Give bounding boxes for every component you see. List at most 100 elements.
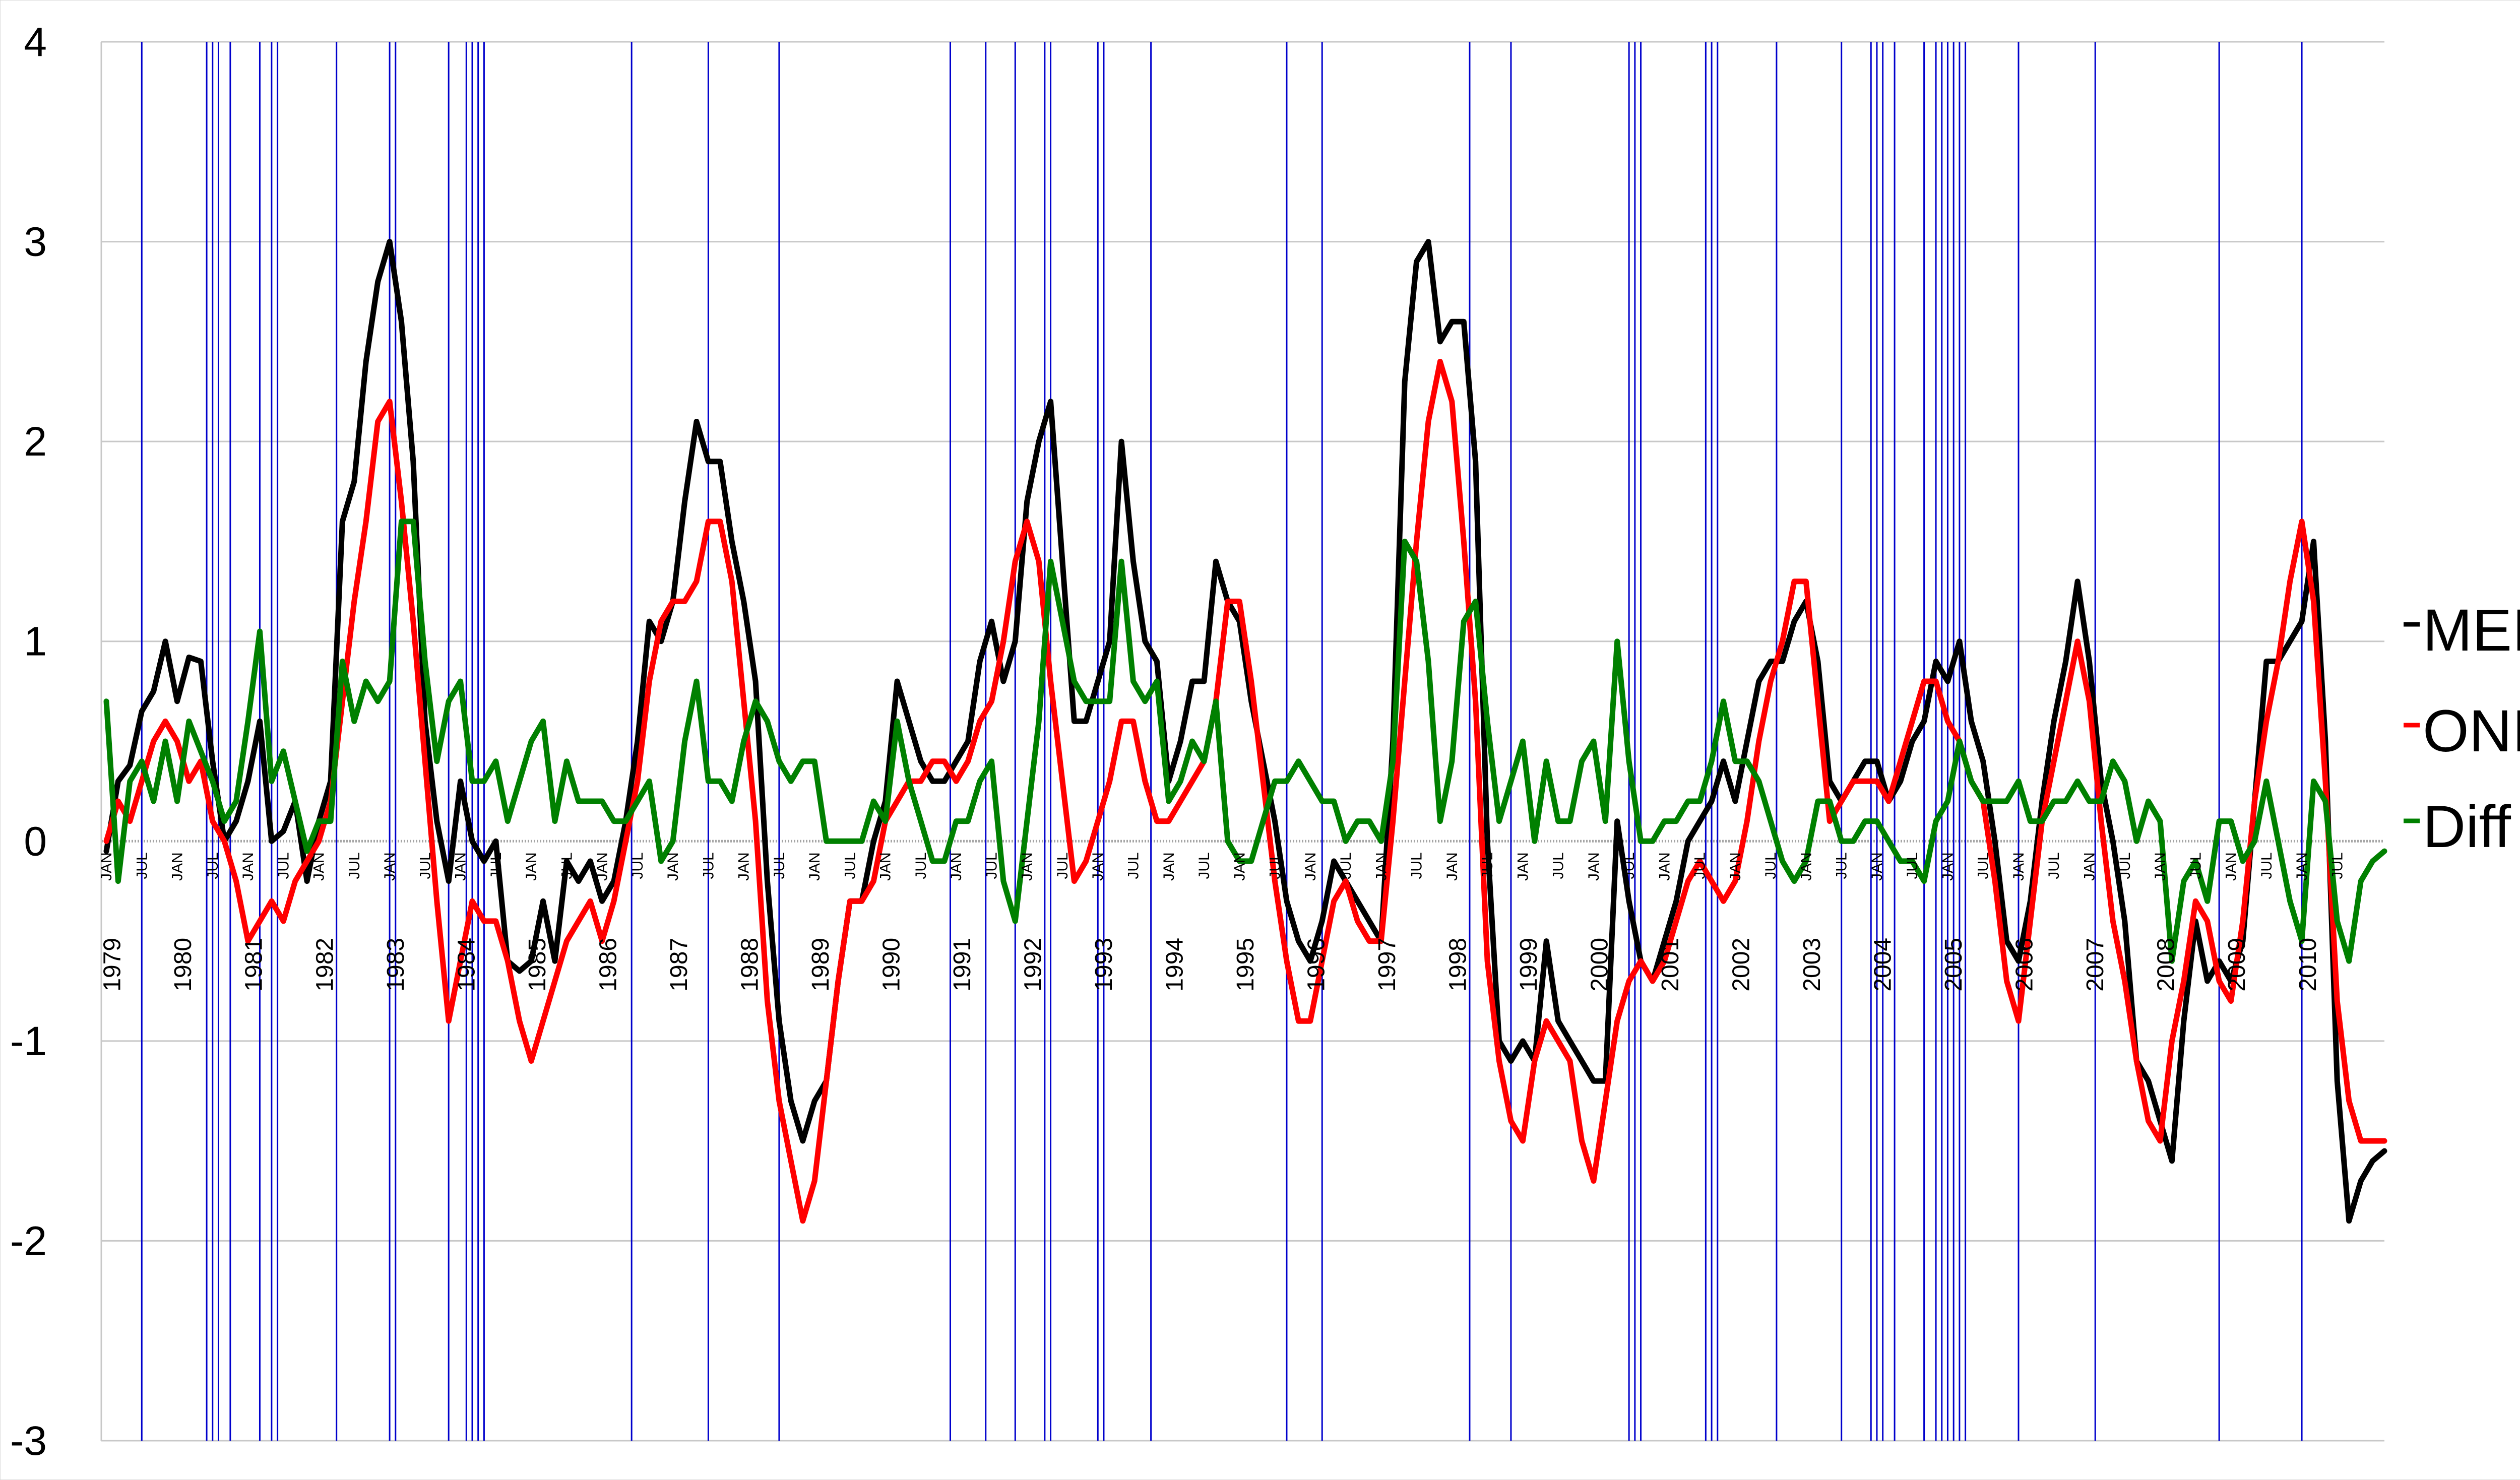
x-tick-month: JUL	[771, 852, 788, 879]
x-tick-year: 2004	[1870, 938, 1897, 992]
x-tick-month: JUL	[1621, 852, 1637, 879]
x-tick-month: JAN	[1302, 852, 1319, 881]
x-tick-month: JUL	[134, 852, 150, 879]
x-axis-ticks: JAN JUL 1979 JAN JUL 1980 JAN JUL 1981 JAN JUL 1982…	[98, 852, 2346, 991]
x-tick-month: JAN	[523, 852, 540, 881]
x-tick-month: JAN	[1161, 852, 1177, 881]
x-tick-month: JUL	[1338, 852, 1354, 879]
x-tick-year: 1988	[736, 938, 763, 992]
y-tick-label: 1	[24, 619, 47, 665]
x-tick-year: 2008	[2153, 938, 2180, 992]
x-tick-year: 1989	[807, 938, 834, 992]
x-tick-month: JAN	[665, 852, 681, 881]
x-tick-month: JUL	[558, 852, 575, 879]
x-tick-year: 1997	[1374, 938, 1401, 992]
x-tick-month: JUL	[205, 852, 221, 879]
x-tick-year: 2010	[2295, 938, 2321, 992]
x-tick-month: JAN	[806, 852, 823, 881]
y-tick-label: 4	[24, 19, 47, 65]
legend-label-diff: Diff	[2423, 794, 2511, 860]
x-tick-year: 1984	[453, 938, 480, 992]
x-tick-month: JUL	[1409, 852, 1425, 879]
x-tick-year: 1991	[949, 938, 976, 992]
gridlines	[100, 41, 2384, 1442]
x-tick-month: JAN	[1090, 852, 1106, 881]
x-tick-year: 1992	[1020, 938, 1046, 992]
x-tick-month: JUL	[1834, 852, 1850, 879]
x-tick-month: JUL	[275, 852, 292, 879]
legend-label-mei: MEI	[2423, 597, 2520, 664]
x-tick-month: JAN	[382, 852, 398, 881]
x-tick-month: JUL	[1196, 852, 1213, 879]
x-tick-year: 1982	[311, 938, 338, 992]
x-tick-month: JAN	[1019, 852, 1036, 881]
y-tick-label: -3	[10, 1418, 47, 1464]
y-tick-label: -1	[10, 1018, 47, 1064]
x-tick-year: 2005	[1940, 938, 1967, 992]
x-tick-month: JAN	[98, 852, 115, 881]
series-line-diff	[103, 519, 2387, 964]
x-tick-month: JUL	[913, 852, 929, 879]
x-tick-month: JUL	[2329, 852, 2346, 879]
x-tick-year: 1986	[595, 938, 621, 992]
x-tick-month: JUL	[983, 852, 1000, 879]
x-tick-month: JAN	[1515, 852, 1531, 881]
x-tick-year: 1985	[524, 938, 551, 992]
x-tick-month: JUL	[2258, 852, 2275, 879]
x-tick-month: JUL	[1550, 852, 1567, 879]
x-tick-month: JAN	[1373, 852, 1390, 881]
x-tick-year: 1981	[241, 938, 268, 992]
x-tick-year: 1987	[666, 938, 692, 992]
legend: MEI ONI Diff	[2404, 597, 2520, 860]
x-tick-month: JUL	[1267, 852, 1284, 879]
x-tick-month: JUL	[1692, 852, 1709, 879]
x-tick-month: JAN	[311, 852, 328, 881]
x-tick-month: JAN	[948, 852, 965, 881]
x-tick-month: JAN	[453, 852, 469, 881]
x-tick-year: 1993	[1091, 938, 1117, 992]
x-tick-year: 1995	[1232, 938, 1259, 992]
x-tick-month: JAN	[736, 852, 752, 881]
x-tick-year: 1990	[878, 938, 905, 992]
x-tick-month: JUL	[1975, 852, 1992, 879]
y-tick-label: -2	[10, 1218, 47, 1264]
x-tick-month: JAN	[1231, 852, 1248, 881]
x-tick-month: JAN	[1656, 852, 1673, 881]
x-tick-year: 2007	[2082, 938, 2109, 992]
x-tick-month: JUL	[488, 852, 505, 879]
x-tick-month: JAN	[594, 852, 611, 881]
x-tick-year: 2009	[2224, 938, 2250, 992]
x-tick-year: 2003	[1799, 938, 1825, 992]
x-tick-month: JAN	[2223, 852, 2240, 881]
x-tick-month: JUL	[2187, 852, 2204, 879]
x-tick-month: JUL	[1762, 852, 1779, 879]
x-tick-month: JUL	[700, 852, 717, 879]
x-tick-year: 1983	[383, 938, 409, 992]
x-tick-year: 2001	[1657, 938, 1684, 992]
series-line-oni	[103, 359, 2387, 1224]
x-tick-month: JAN	[2010, 852, 2027, 881]
x-tick-month: JAN	[1444, 852, 1461, 881]
x-tick-year: 2002	[1728, 938, 1755, 992]
x-tick-month: JUL	[1054, 852, 1071, 879]
x-tick-month: JAN	[240, 852, 257, 881]
series-line-mei	[103, 239, 2387, 1224]
legend-label-oni: ONI	[2423, 698, 2520, 764]
x-tick-month: JAN	[2152, 852, 2169, 881]
x-tick-year: 1998	[1445, 938, 1472, 992]
x-tick-year: 2000	[1587, 938, 1613, 992]
x-tick-month: JUL	[2117, 852, 2133, 879]
y-tick-label: 3	[24, 219, 47, 265]
x-tick-month: JUL	[1479, 852, 1496, 879]
x-tick-year: 1996	[1303, 938, 1330, 992]
y-axis-ticks: 4 3 2 1 0 -1 -2 -3	[10, 19, 47, 1464]
x-tick-month: JUL	[2046, 852, 2062, 879]
y-tick-label: 2	[24, 419, 47, 465]
x-tick-year: 1980	[170, 938, 197, 992]
x-tick-year: 1999	[1516, 938, 1542, 992]
x-tick-year: 1994	[1161, 938, 1188, 992]
x-tick-month: JAN	[2294, 852, 2310, 881]
x-tick-year: 1979	[99, 938, 126, 992]
y-tick-label: 0	[24, 818, 47, 864]
